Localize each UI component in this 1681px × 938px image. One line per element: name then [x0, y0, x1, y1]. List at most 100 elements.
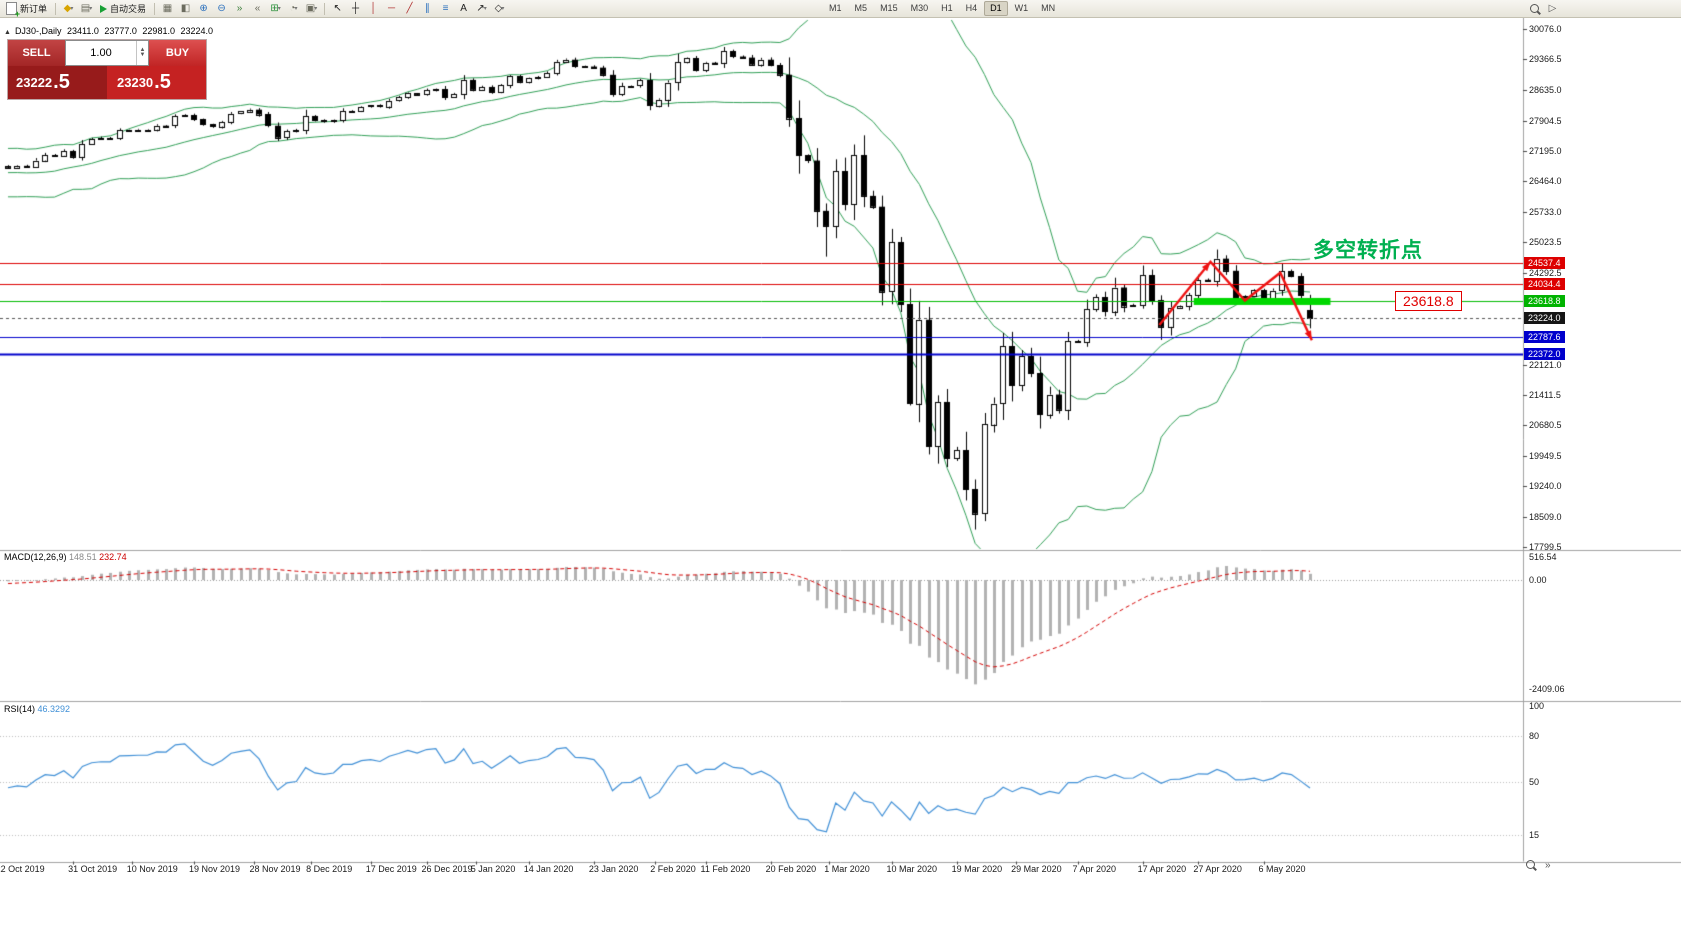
ohlc-high: 23777.0 [104, 26, 137, 36]
rsi-axis-label: 100 [1529, 701, 1545, 711]
tile-windows-icon[interactable]: ▦ [159, 1, 176, 16]
price-level-label: 23618.8 [1395, 291, 1462, 311]
price-axis-label: 18509.0 [1529, 512, 1562, 523]
symbol-period: DJ30-,Daily [14, 26, 62, 36]
timeframe-mn[interactable]: MN [1041, 3, 1056, 13]
crosshair-icon[interactable]: ┼ [347, 1, 364, 16]
trendline-icon[interactable]: ╱ [401, 1, 418, 16]
new-chart-icon[interactable]: ◆ ▾ [60, 1, 77, 16]
arrows-icon: ↗ [476, 2, 485, 14]
toolbar-right-group: ▷ [1526, 0, 1561, 17]
auto-trading-button[interactable]: 自动交易 [96, 1, 150, 16]
toolbar-left-group: 新订单◆▾▤▾自动交易▦◧⊕⊖»«⊞▾◔▾▣▾↖┼│─╱∥≡A↗▾◇▾ [2, 0, 508, 19]
one-click-trading-panel: SELL 1.00 ▲ ▼ BUY 23222.5 23230.5 [8, 40, 206, 99]
timeframe-m1[interactable]: M1 [829, 3, 842, 13]
price-axis-label: 28635.0 [1529, 84, 1562, 95]
date-axis-label: 8 Dec 2019 [306, 864, 353, 874]
auto-scroll-icon: » [236, 2, 243, 14]
bid-price[interactable]: 23222.5 [8, 66, 107, 99]
price-axis-label: 17799.5 [1529, 542, 1562, 552]
date-axis-label: 17 Dec 2019 [365, 864, 417, 874]
templates-icon: ▣ [305, 2, 316, 14]
vertical-line-icon[interactable]: │ [365, 1, 382, 16]
toolbar-separator [324, 2, 326, 15]
auto-scroll-icon[interactable]: » [231, 1, 248, 16]
timeframe-group: M1 M5 M15 M30 H1 H4 D1 W1 MN [823, 0, 1061, 17]
toolbar: 新订单◆▾▤▾自动交易▦◧⊕⊖»«⊞▾◔▾▣▾↖┼│─╱∥≡A↗▾◇▾ M1M5… [0, 0, 1681, 19]
equidistant-channel-icon: ∥ [425, 2, 431, 14]
timeframe-m5[interactable]: M5 [854, 3, 868, 13]
scroll-to-end-icon[interactable]: » [1545, 859, 1551, 871]
price-axis-label: 30076.0 [1529, 24, 1562, 34]
ask-price[interactable]: 23230.5 [107, 66, 206, 99]
price-axis-label: 19949.5 [1529, 451, 1562, 462]
zoom-in-icon: ⊕ [199, 2, 208, 14]
templates-icon[interactable]: ▣ ▾ [303, 1, 320, 16]
buy-button[interactable]: BUY [149, 40, 206, 66]
horizontal-line-icon[interactable]: ─ [383, 1, 400, 16]
auto-trading-button-label: 自动交易 [110, 4, 147, 14]
price-axis-label: 25733.0 [1529, 207, 1562, 218]
dropdown-arrow-icon: ▾ [70, 5, 74, 12]
dropdown-arrow-icon: ▾ [294, 5, 298, 12]
price-axis-marker: 23224.0 [1524, 312, 1565, 325]
timeframe-h4[interactable]: H4 [965, 3, 978, 13]
text-label-icon[interactable]: A [455, 1, 472, 16]
zoom-out-mini-icon[interactable] [1526, 856, 1535, 874]
tile-windows-icon: ▦ [162, 2, 173, 14]
timeframe-m30[interactable]: M30 [910, 3, 929, 13]
dropdown-arrow-icon: ▾ [89, 5, 93, 12]
cascade-windows-icon[interactable]: ◧ [177, 1, 194, 16]
timeframe-w1[interactable]: W1 [1014, 3, 1029, 13]
vertical-line-icon: │ [370, 2, 377, 14]
search-icon[interactable] [1526, 1, 1543, 16]
crosshair-icon: ┼ [351, 2, 360, 14]
zoom-in-icon[interactable]: ⊕ [195, 1, 212, 16]
shapes-icon[interactable]: ◇ ▾ [491, 1, 508, 16]
equidistant-channel-icon[interactable]: ∥ [419, 1, 436, 16]
rsi-indicator-label: RSI(14) 46.3292 [4, 704, 71, 714]
date-axis-label: 29 Mar 2020 [1011, 864, 1062, 874]
cursor-icon[interactable]: ↖ [329, 1, 346, 16]
profiles-icon[interactable]: ▤ ▾ [78, 1, 95, 16]
date-axis-label: 6 May 2020 [1258, 864, 1306, 874]
rsi-axis-label: 50 [1529, 777, 1540, 787]
cascade-windows-icon: ◧ [180, 2, 191, 14]
indicators-icon[interactable]: ⊞ ▾ [267, 1, 284, 16]
fibonacci-icon[interactable]: ≡ [437, 1, 454, 16]
volume-spinner[interactable]: ▲ ▼ [136, 41, 148, 65]
date-axis-label: 7 Apr 2020 [1072, 864, 1117, 874]
price-axis-label: 22121.0 [1529, 359, 1562, 370]
arrows-icon[interactable]: ↗ ▾ [473, 1, 490, 16]
periods-icon[interactable]: ◔ ▾ [285, 1, 302, 16]
rsi-axis-label: 80 [1529, 731, 1540, 742]
date-axis-label: 19 Mar 2020 [951, 864, 1003, 874]
timeframe-d1[interactable]: D1 [984, 1, 1008, 16]
rsi-axis-label: 15 [1529, 830, 1540, 841]
price-axis-marker: 23618.8 [1524, 295, 1565, 308]
quick-nav-icon[interactable]: ▷ [1544, 1, 1561, 16]
timeframe-h1[interactable]: H1 [941, 3, 953, 13]
timeframe-m15[interactable]: M15 [880, 3, 898, 13]
date-axis-label: 23 Jan 2020 [588, 864, 639, 874]
price-axis-label: 24292.5 [1529, 268, 1562, 279]
new-order-button[interactable]: 新订单 [2, 1, 51, 19]
volume-value[interactable]: 1.00 [90, 47, 112, 59]
ohlc-close: 23224.0 [180, 26, 214, 36]
spin-down-icon[interactable]: ▼ [139, 52, 146, 58]
sell-button[interactable]: SELL [8, 40, 65, 66]
horizontal-line-icon: ─ [387, 2, 396, 14]
dropdown-arrow-icon: ▾ [501, 5, 505, 12]
volume-input[interactable]: 1.00 ▲ ▼ [65, 40, 149, 66]
macd-axis-label: -2409.06 [1529, 684, 1565, 694]
chart-area[interactable] [0, 18, 1681, 938]
spin-up-icon[interactable]: ▲ [139, 47, 146, 53]
date-axis-label: 20 Feb 2020 [765, 864, 817, 874]
zoom-out-icon[interactable]: ⊖ [213, 1, 230, 16]
price-axis-label: 21411.5 [1529, 389, 1561, 400]
chart-shift-icon[interactable]: « [249, 1, 266, 16]
one-click-collapse-arrow[interactable]: ▲ [4, 29, 11, 36]
quick-nav-icon: ▷ [1548, 2, 1557, 14]
magnifier-icon [1530, 4, 1539, 13]
new-order-icon [6, 2, 20, 19]
